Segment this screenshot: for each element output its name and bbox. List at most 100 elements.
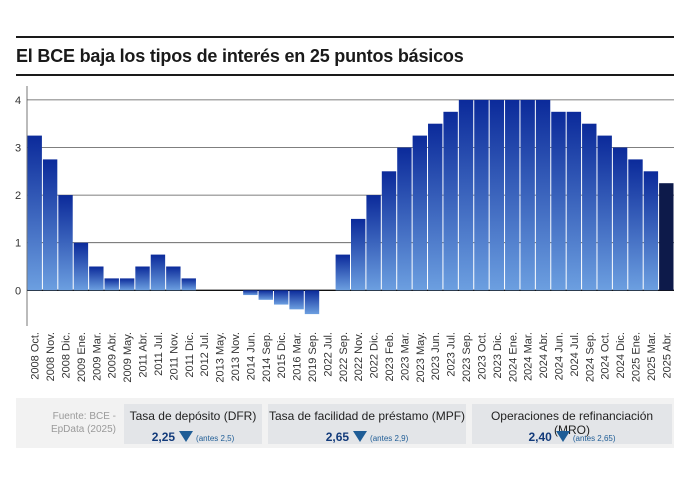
- x-tick-label: 2011 Nov.: [168, 332, 180, 381]
- x-tick-label: 2009 May.: [122, 332, 134, 383]
- x-tick-label: 2024 Abr.: [538, 332, 550, 379]
- x-tick-label: 2023 Mar.: [399, 332, 411, 381]
- bar-2008-dic-: [58, 195, 73, 291]
- x-tick-label: 2023 Jun.: [430, 332, 442, 380]
- bar-2024-ene-: [505, 99, 520, 291]
- x-tick-label: 2023 Feb.: [384, 332, 396, 382]
- y-tick-labels: 0 1 2 3 4: [15, 95, 21, 297]
- bar-2023-may-: [412, 135, 428, 291]
- bar-2024-sep-: [582, 123, 597, 291]
- down-arrow-icon: [353, 431, 368, 442]
- bars: [27, 99, 674, 315]
- lending-facility-card: Tasa de facilidad de préstamo (MPF) 2,65…: [268, 404, 466, 444]
- x-tick-label: 2008 Dic.: [61, 332, 73, 378]
- bar-2009-may-: [119, 278, 135, 291]
- card-previous: (antes 2,9): [370, 434, 409, 443]
- x-tick-label: 2011 Abr.: [138, 332, 150, 378]
- bar-2025-ene-: [628, 159, 643, 291]
- x-tick-label: 2022 Dic.: [369, 332, 381, 378]
- bar-2024-oct-: [597, 135, 612, 291]
- bar-2022-nov-: [351, 218, 366, 291]
- card-label: Tasa de depósito (DFR): [129, 409, 257, 423]
- bar-2014-sep-: [258, 290, 273, 300]
- x-tick-label: 2025 Ene.: [630, 332, 642, 382]
- bar-2023-feb-: [381, 171, 397, 291]
- bar-2024-abr-: [535, 99, 551, 291]
- bar-2025-abr-: [659, 183, 674, 291]
- x-tick-label: 2014 Sep.: [261, 332, 273, 382]
- bar-2024-dic-: [612, 147, 628, 291]
- bar-2023-jun-: [428, 123, 443, 291]
- x-tick-label: 2014 Jun.: [245, 332, 257, 380]
- card-previous: (antes 2,5): [196, 434, 235, 443]
- x-tick-label: 2024 Sep.: [584, 332, 596, 382]
- x-tick-label: 2009 Mar.: [91, 332, 103, 381]
- bar-2019-sep-: [304, 290, 320, 315]
- bar-2008-nov-: [42, 159, 58, 291]
- y-tick-label: 3: [15, 143, 21, 155]
- y-tick-label: 1: [15, 238, 21, 250]
- bar-2025-mar-: [643, 171, 659, 291]
- bar-2023-dic-: [489, 99, 505, 291]
- bar-2011-nov-: [166, 266, 181, 291]
- bar-2024-jun-: [551, 111, 566, 291]
- x-tick-label: 2023 Jul.: [446, 332, 458, 377]
- bar-2024-mar-: [520, 99, 535, 291]
- y-tick-label: 2: [15, 190, 21, 202]
- card-previous: (antes 2,65): [572, 434, 616, 443]
- x-tick-label: 2023 Sep.: [461, 332, 473, 382]
- bar-2023-mar-: [397, 147, 412, 291]
- x-tick-label: 2011 Jul.: [153, 332, 165, 376]
- x-tick-label: 2022 Sep.: [338, 332, 350, 382]
- bar-2009-mar-: [89, 266, 104, 291]
- bar-2009-ene-: [73, 242, 89, 291]
- x-tick-label: 2009 Ene.: [76, 332, 88, 382]
- bar-2011-jul-: [150, 254, 166, 291]
- y-tick-label: 0: [15, 285, 21, 297]
- x-tick-label: 2009 Abr.: [107, 332, 119, 379]
- deposit-rate-card: Tasa de depósito (DFR) 2,25 (antes 2,5): [124, 404, 262, 444]
- bar-2022-sep-: [335, 254, 350, 291]
- x-tick-label: 2015 Dic.: [276, 332, 288, 378]
- x-tick-label: 2011 Dic.: [184, 332, 196, 378]
- down-arrow-icon: [555, 431, 570, 442]
- bar-2016-mar-: [289, 290, 304, 310]
- x-tick-label: 2008 Nov.: [45, 332, 57, 381]
- card-value: 2,25: [151, 430, 176, 444]
- card-value: 2,40: [528, 430, 552, 444]
- x-tick-label: 2016 Mar.: [292, 332, 304, 381]
- bar-chart: 0 1 2 3 4 2008 Oct. 2008 Nov. 2008 Dic. 2009 En…: [15, 86, 674, 383]
- x-tick-label: 2019 Sep.: [307, 332, 319, 382]
- x-tick-label: 2024 Dic.: [615, 332, 627, 378]
- x-tick-label: 2023 May.: [415, 332, 427, 383]
- x-tick-label: 2023 Dic.: [492, 332, 504, 378]
- x-tick-label: 2024 Jun.: [553, 332, 565, 380]
- x-tick-label: 2023 Oct.: [476, 332, 488, 380]
- title-rule: [16, 74, 674, 76]
- x-tick-label: 2013 May.: [215, 332, 227, 383]
- card-value: 2,65: [325, 430, 350, 444]
- x-tick-label: 2013 Nov.: [230, 332, 242, 381]
- bar-2011-abr-: [135, 266, 150, 291]
- x-tick-label: 2008 Oct.: [30, 332, 42, 380]
- x-tick-label: 2025 Mar.: [646, 332, 658, 381]
- refinancing-card: Operaciones de refinanciación (MRO) 2,40…: [472, 404, 672, 444]
- chart-title: El BCE baja los tipos de interés en 25 p…: [16, 46, 464, 66]
- bar-2024-jul-: [566, 111, 582, 291]
- bar-2023-oct-: [474, 99, 489, 291]
- bar-2023-jul-: [443, 111, 458, 291]
- x-tick-label: 2024 Jul.: [569, 332, 581, 377]
- bar-2014-jun-: [243, 290, 258, 296]
- card-label: Tasa de facilidad de préstamo (MPF): [268, 409, 466, 423]
- bar-2009-abr-: [104, 278, 119, 291]
- bar-2023-sep-: [458, 99, 474, 291]
- down-arrow-icon: [179, 431, 194, 442]
- bar-2011-dic-: [181, 278, 196, 291]
- x-tick-label: 2024 Mar.: [523, 332, 535, 381]
- x-tick-label: 2012 Jul.: [199, 332, 211, 377]
- top-rule: [16, 36, 674, 38]
- x-tick-labels: 2008 Oct. 2008 Nov. 2008 Dic. 2009 Ene. 2009…: [30, 332, 674, 383]
- bar-2022-dic-: [366, 195, 381, 291]
- y-tick-label: 4: [15, 95, 21, 107]
- gridlines: [26, 86, 674, 326]
